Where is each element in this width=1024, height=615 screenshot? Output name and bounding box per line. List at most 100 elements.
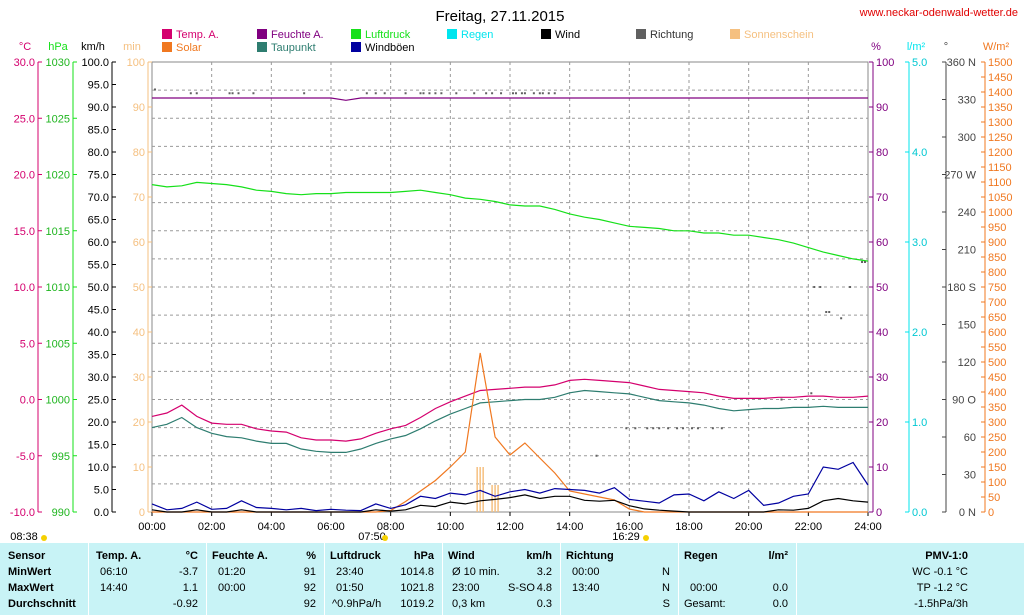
solar-axis-tick-label: 650 [988,312,1006,324]
solar-axis-tick-label: 950 [988,222,1006,234]
direction-axis-tick-label: 0 N [959,507,976,519]
site-link[interactable]: www.neckar-odenwald-wetter.de [859,7,1018,19]
direction-axis-tick-label: 210 [958,245,976,257]
wind-axis-tick-label: 55.0 [88,260,109,272]
direction-point [189,92,192,95]
legend-swatch [162,42,172,52]
sun-marker-icon [41,535,47,541]
wind-min-value: 3.2 [536,566,552,578]
rain-total-label: Gesamt: [684,598,726,610]
solar-axis-tick-label: 1500 [988,57,1012,69]
legend-swatch [257,29,267,39]
pressure-unit: hPa [413,550,434,562]
wind-unit: km/h [526,550,552,562]
sunshine-axis-tick-label: 90 [133,102,145,114]
direction-point [237,92,240,95]
direction-point [849,286,852,288]
axis-unit-label: hPa [48,41,68,53]
solar-axis-tick-label: 200 [988,447,1006,459]
solar-axis-tick-label: 550 [988,342,1006,354]
axis-unit-label: °C [19,41,31,53]
sunshine-axis-tick-label: 0 [139,507,145,519]
direction-point [864,261,867,263]
direction-point [428,92,431,95]
direction-header: Richtung [566,550,614,562]
direction-point [538,92,541,95]
temp-min-time: 06:10 [100,566,128,578]
time-tick-label: 22:00 [795,521,823,533]
wind-axis-tick-label: 65.0 [88,215,109,227]
time-tick-label: 16:00 [616,521,644,533]
pressure-axis-tick-label: 1030 [46,57,70,69]
temp-min-value: -3.7 [179,566,198,578]
legend-swatch [447,29,457,39]
solar-axis-tick-label: 450 [988,372,1006,384]
pressure-axis-tick-label: 1025 [46,113,70,125]
wind-axis-tick-label: 45.0 [88,305,109,317]
series-wind-line [151,494,869,513]
pressure-axis-tick-label: 1020 [46,170,70,182]
humidity-axis-tick-label: 10 [876,462,888,474]
legend-swatch [730,29,740,39]
legend-label: Feuchte A. [271,29,324,41]
sunshine-axis-tick-label: 40 [133,327,145,339]
humidity-max-time: 00:00 [218,582,246,594]
direction-point [434,92,437,95]
direction-axis-tick-label: 150 [958,320,976,332]
time-marker-label: 16:29 [612,531,640,543]
solar-axis-tick-label: 250 [988,432,1006,444]
row-label: MinWert [8,566,52,578]
direction-point [541,92,544,95]
chart-title: Freitag, 27.11.2015 [436,8,565,25]
humidity-min-time: 01:20 [218,566,246,578]
direction-point [825,311,828,313]
humidity-axis-tick-label: 90 [876,102,888,114]
direction-point [422,92,425,95]
direction-point [511,92,514,95]
solar-axis-tick-label: 800 [988,267,1006,279]
temp-max-time: 14:40 [100,582,128,594]
legend-label: Sonnenschein [744,29,814,41]
pressure-axis-tick-label: 1000 [46,395,70,407]
direction-point [646,427,649,430]
solar-axis-tick-label: 600 [988,327,1006,339]
direction-max-time: 13:40 [572,582,600,594]
legend-swatch [351,29,361,39]
direction-axis-tick-label: 90 O [952,395,976,407]
solar-axis-tick-label: 400 [988,387,1006,399]
wind-max-time: 23:00 [452,582,480,594]
direction-point [473,92,476,95]
wind-axis-tick-label: 70.0 [88,192,109,204]
wind-axis-tick-label: 30.0 [88,372,109,384]
time-tick-label: 02:00 [198,521,226,533]
pressure-min-value: 1014.8 [400,566,434,578]
axis-unit-label: km/h [81,41,105,53]
direction-point [440,92,443,95]
wind-avg-value: 0.3 [536,598,552,610]
solar-axis-tick-label: 50 [988,492,1000,504]
sunshine-axis-tick-label: 100 [127,57,145,69]
wind-axis-tick-label: 95.0 [88,80,109,92]
sun-marker-icon [382,535,388,541]
rain-axis-tick-label: 2.0 [912,327,927,339]
direction-point [303,92,306,95]
time-tick-label: 00:00 [138,521,166,533]
solar-axis-tick-label: 150 [988,462,1006,474]
solar-axis-tick-label: 500 [988,357,1006,369]
wind-max-direction: S-SO [508,582,535,594]
legend-label: Regen [461,29,493,41]
pressure-trend: ^0.9hPa/h [332,598,382,610]
humidity-header: Feuchte A. [212,550,268,562]
wind-axis-tick-label: 5.0 [94,485,109,497]
direction-axis-tick-label: 360 N [947,57,976,69]
legend-swatch [257,42,267,52]
direction-axis-tick-label: 120 [958,357,976,369]
pmv-wc: WC -0.1 °C [912,566,968,578]
rain-axis-tick-label: 3.0 [912,237,927,249]
solar-axis-tick-label: 100 [988,477,1006,489]
direction-point [595,454,598,457]
legend-label: Temp. A. [176,29,219,41]
time-tick-label: 14:00 [556,521,584,533]
rain-max-time: 00:00 [690,582,718,594]
time-tick-label: 18:00 [675,521,703,533]
